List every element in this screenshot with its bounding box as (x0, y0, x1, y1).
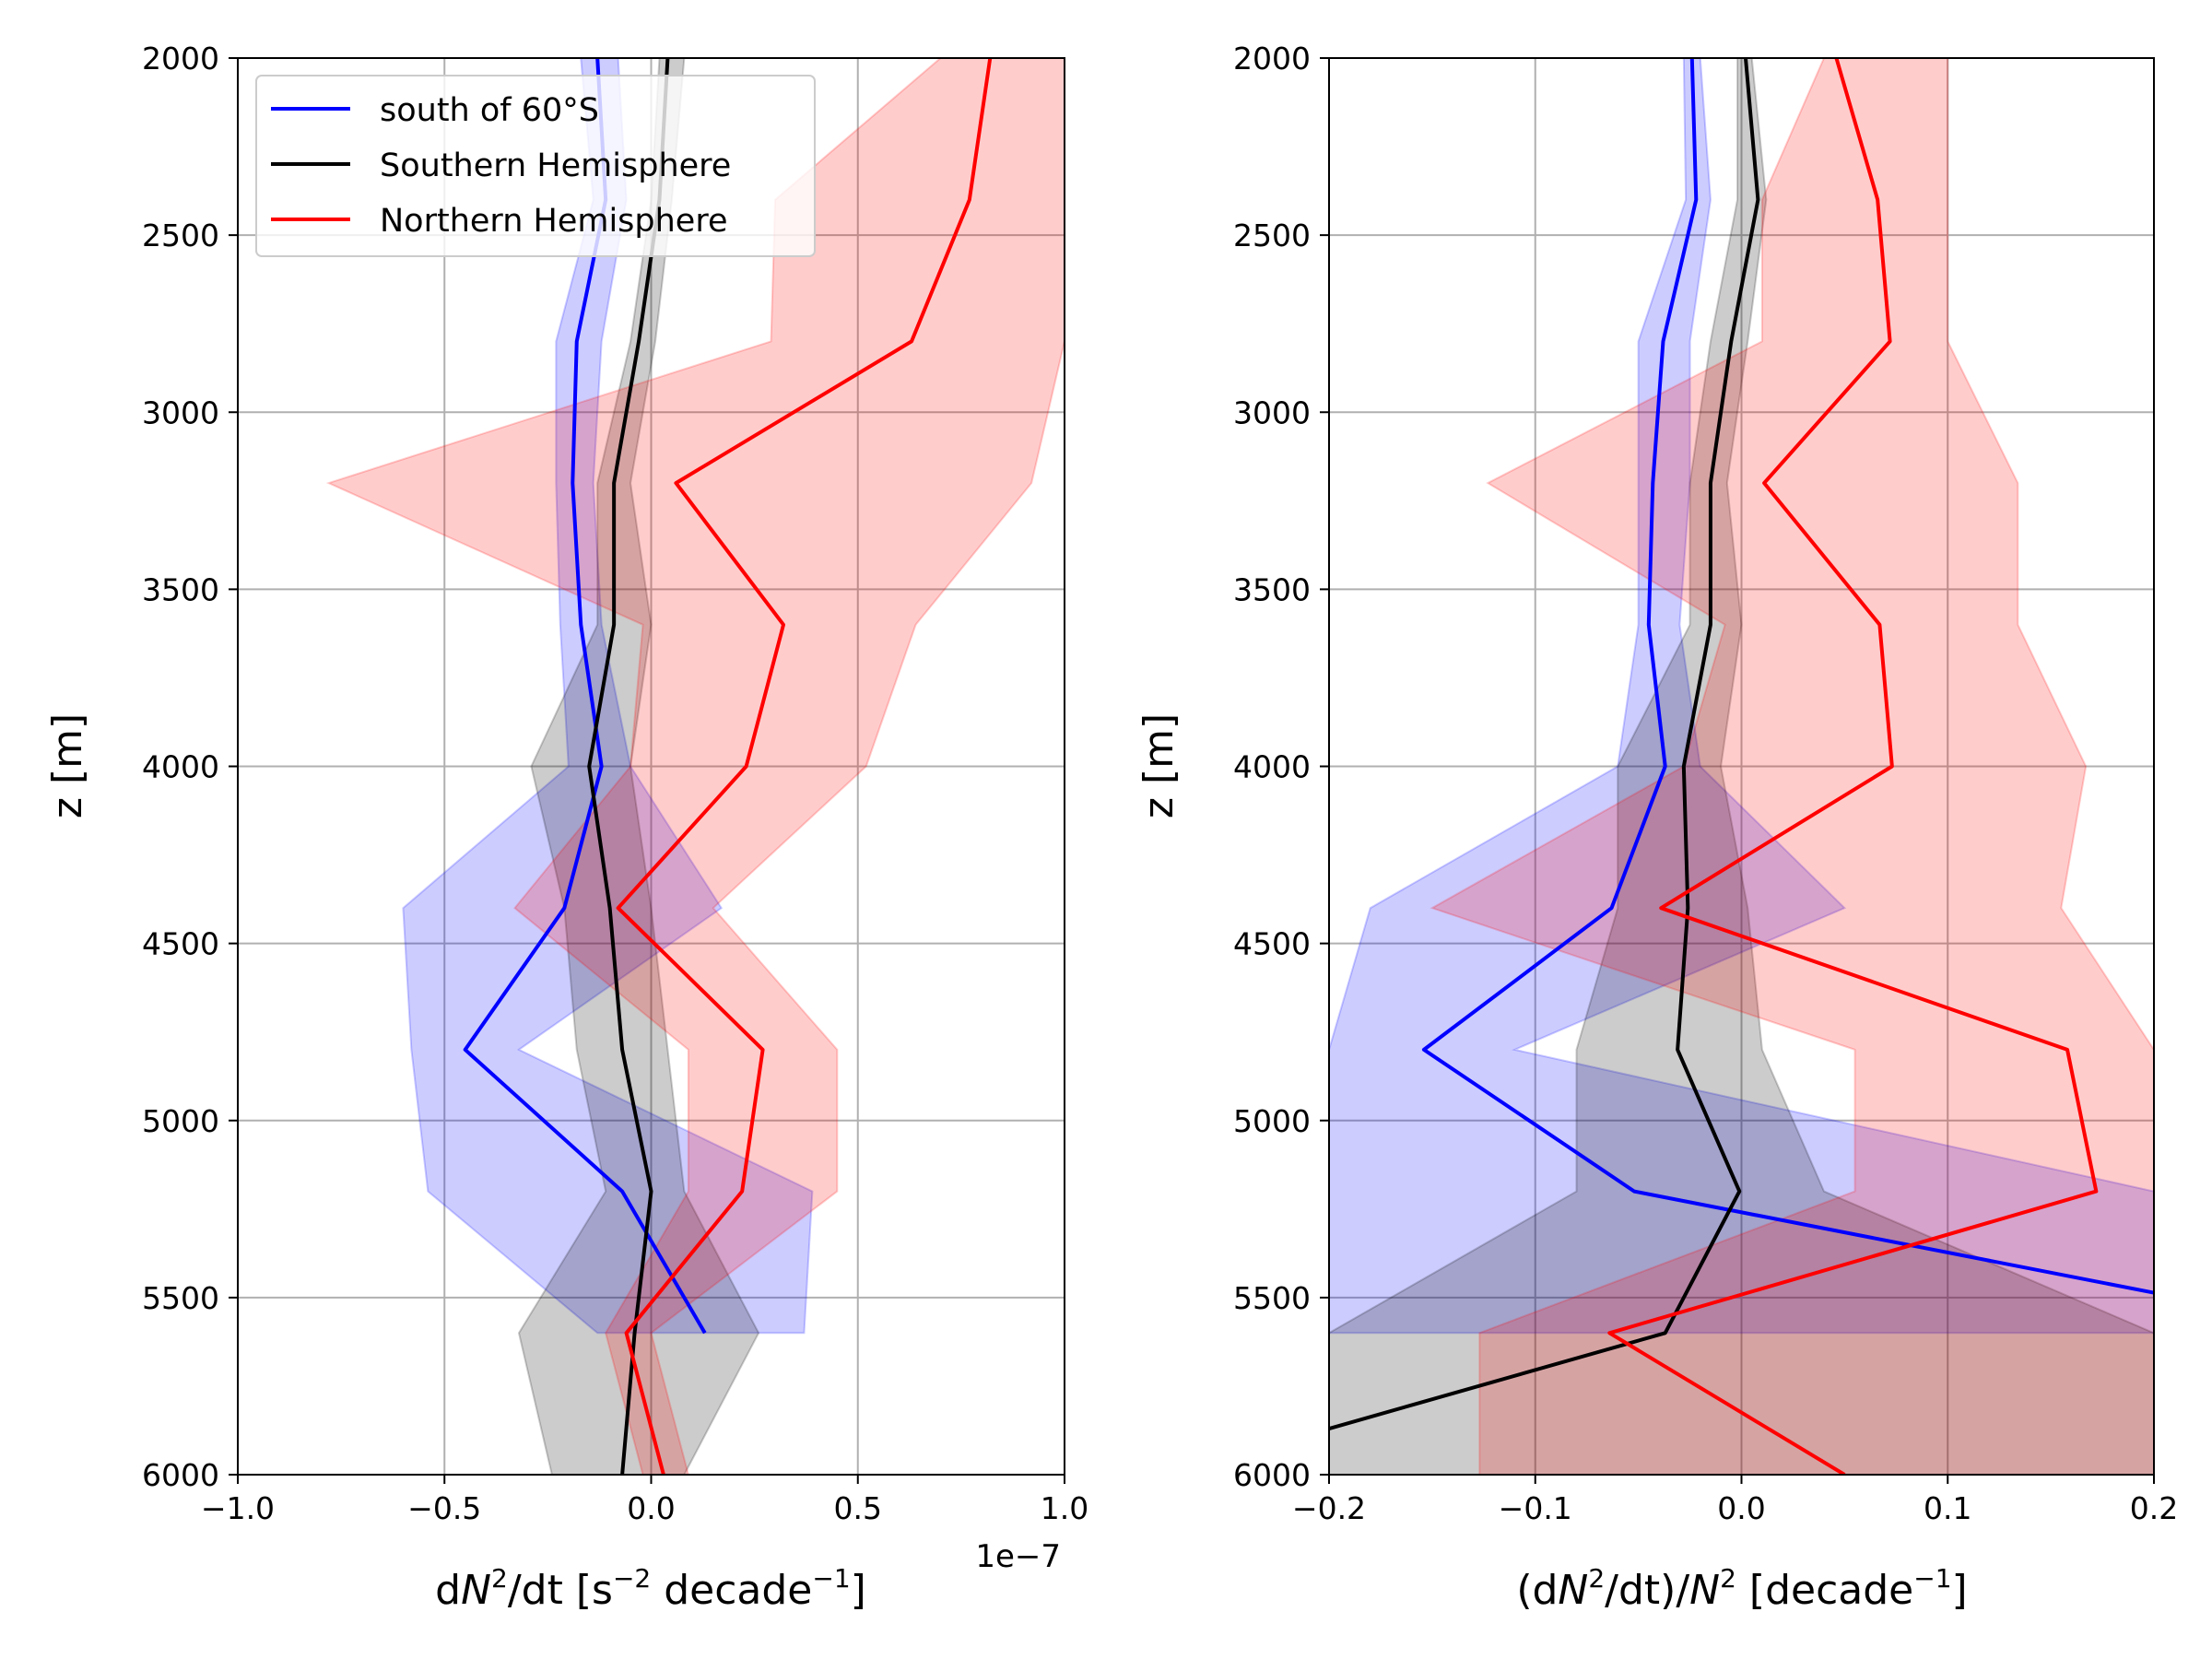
left-band-south-of-60-s (402, 58, 814, 1335)
right-lines (1329, 58, 2154, 1475)
left-y-tick-label: 6000 (142, 1457, 219, 1493)
right-line-southern-hemisphere (1329, 58, 1760, 1430)
left-y-tick-label: 4500 (142, 926, 219, 962)
right-x-tick-label: −0.1 (1499, 1490, 1572, 1526)
right-line-south-of-60-s (1421, 58, 2154, 1295)
left-band-northern-hemisphere (325, 58, 1065, 1475)
left-line-northern-hemisphere (616, 58, 993, 1475)
right-y-tick-label: 2500 (1233, 218, 1311, 253)
right-panel: −0.2 −0.1 0.0 0.1 0.2 2000 2500 3000 3500 4000 450… (1135, 41, 2178, 1614)
left-x-tick-label: −0.5 (407, 1490, 481, 1526)
right-band-south-of-60-s (1329, 58, 2154, 1335)
legend-label-northern-hemisphere: Northern Hemisphere (380, 203, 728, 240)
left-x-tick-label: −1.0 (201, 1490, 275, 1526)
legend-label-south-of-60s: south of 60°S (380, 92, 599, 129)
left-x-tick-label: 1.0 (1041, 1490, 1088, 1526)
left-y-tick-label: 2000 (142, 41, 219, 76)
left-x-axis-label: dN2/dt [s−2 decade−1] (435, 1563, 866, 1614)
right-ticks: −0.2 −0.1 0.0 0.1 0.2 2000 2500 3000 3500 4000 450… (1233, 41, 2178, 1526)
left-y-tick-label: 4000 (142, 749, 219, 785)
legend-label-southern-hemisphere: Southern Hemisphere (380, 147, 731, 184)
right-y-tick-label: 3000 (1233, 394, 1311, 430)
right-y-tick-label: 6000 (1233, 1457, 1311, 1493)
left-x-tick-label: 0.0 (627, 1490, 675, 1526)
right-y-tick-label: 5000 (1233, 1103, 1311, 1139)
right-y-tick-label: 3500 (1233, 571, 1311, 607)
left-y-tick-label: 2500 (142, 218, 219, 253)
right-y-tick-label: 5500 (1233, 1280, 1311, 1316)
left-x-offset-text: 1e−7 (975, 1538, 1061, 1575)
right-x-tick-label: −0.2 (1292, 1490, 1366, 1526)
right-x-tick-label: 0.0 (1717, 1490, 1765, 1526)
legend: south of 60°S Southern Hemisphere Northe… (255, 75, 816, 257)
right-y-tick-label: 4500 (1233, 926, 1311, 962)
right-line-northern-hemisphere (1607, 58, 2099, 1475)
left-ticks: −1.0 −0.5 0.0 0.5 1.0 2000 2500 3000 3500 4000 450… (142, 41, 1088, 1526)
left-y-tick-label: 5000 (142, 1103, 219, 1139)
right-bands (1329, 58, 2154, 1475)
right-y-axis-label: z [m] (1135, 713, 1182, 818)
left-x-tick-label: 0.5 (834, 1490, 882, 1526)
left-y-tick-label: 3000 (142, 394, 219, 430)
right-y-tick-label: 4000 (1233, 749, 1311, 785)
right-x-axis-label: (dN2/dt)/N2 [decade−1] (1516, 1563, 1967, 1614)
right-x-tick-label: 0.1 (1924, 1490, 1971, 1526)
right-y-tick-label: 2000 (1233, 41, 1311, 76)
left-y-tick-label: 5500 (142, 1280, 219, 1316)
left-y-tick-label: 3500 (142, 571, 219, 607)
left-line-south-of-60-s (463, 58, 707, 1335)
right-x-tick-label: 0.2 (2130, 1490, 2178, 1526)
right-band-northern-hemisphere (1430, 58, 2154, 1475)
left-y-axis-label: z [m] (44, 713, 91, 818)
left-line-southern-hemisphere (587, 58, 670, 1475)
left-lines (463, 58, 993, 1475)
right-band-southern-hemisphere (1329, 58, 2154, 1475)
left-panel: −1.0 −0.5 0.0 0.5 1.0 2000 2500 3000 3500 4000 450… (44, 41, 1088, 1614)
legend-box (255, 75, 816, 257)
